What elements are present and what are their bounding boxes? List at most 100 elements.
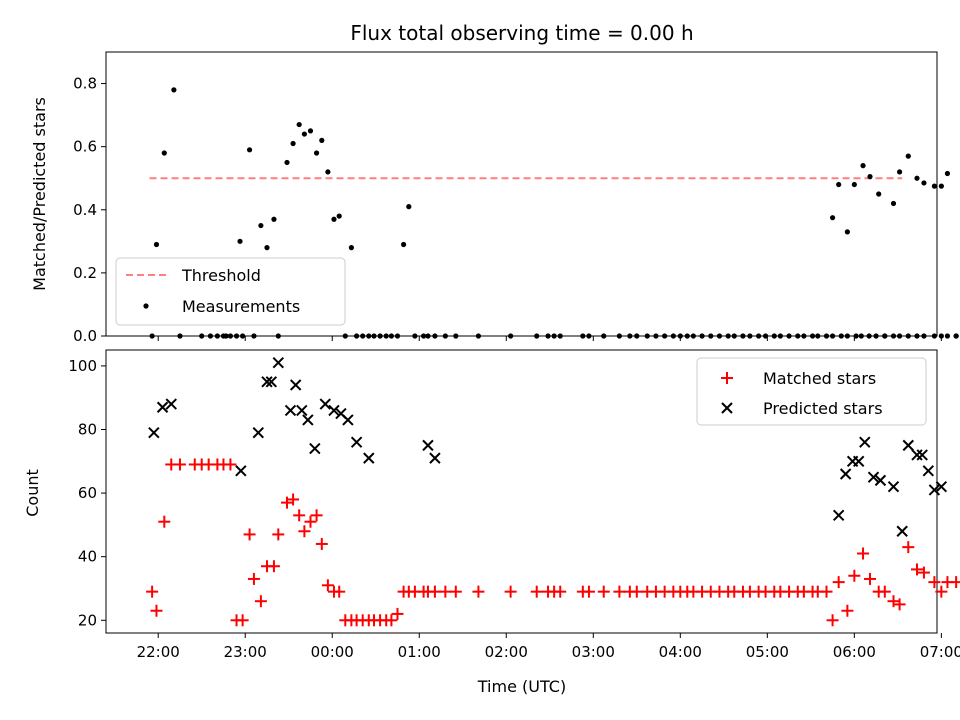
- bottom-legend-box: [696, 357, 927, 426]
- measurement-point: [860, 163, 866, 169]
- matched-star-point: [287, 493, 300, 506]
- matched-star-point: [298, 525, 311, 538]
- top-y-tick-label: 0.8: [73, 75, 97, 93]
- measurement-point: [258, 222, 264, 229]
- measurement-point: [331, 216, 337, 222]
- measurement-point: [866, 333, 872, 339]
- bottom-y-axis-label: Count: [23, 469, 42, 517]
- matched-star-point: [554, 585, 567, 598]
- measurement-point: [432, 333, 438, 339]
- measurement-point: [716, 333, 723, 339]
- measurement-point: [296, 121, 302, 128]
- matched-star-point: [310, 509, 323, 522]
- matched-star-point: [848, 569, 861, 582]
- matched-star-point: [146, 585, 159, 598]
- measurement-point: [545, 333, 551, 339]
- measurement-point: [896, 169, 903, 175]
- matched-star-point: [315, 537, 328, 550]
- predicted-star-point: [252, 426, 264, 439]
- measurement-point: [867, 174, 873, 180]
- measurement-point: [275, 333, 281, 339]
- measurement-point: [644, 333, 650, 339]
- measurement-point: [921, 180, 927, 186]
- predicted-star-point: [859, 436, 871, 448]
- measurement-point: [177, 333, 183, 339]
- bottom-x-tick-label: 03:00: [572, 643, 615, 661]
- measurement-point: [377, 333, 383, 339]
- measurement-point: [829, 215, 836, 221]
- top-y-tick-label: 0.2: [73, 264, 97, 282]
- matched-star-point: [917, 566, 930, 579]
- top-y-axis-label: Matched/Predicted stars: [30, 97, 49, 291]
- measurement-point: [771, 333, 777, 339]
- top-legend-box: [115, 257, 346, 326]
- predicted-star-point: [265, 376, 278, 388]
- legend-predicted-label: Predicted stars: [763, 399, 883, 418]
- measurement-point: [336, 213, 342, 219]
- matched-star-point: [173, 458, 186, 471]
- measurement-point: [348, 245, 354, 251]
- measurement-point: [851, 181, 857, 188]
- measurement-point: [809, 333, 816, 339]
- bottom-x-tick-label: 22:00: [137, 643, 180, 661]
- measurement-point: [240, 333, 246, 339]
- measurement-point: [858, 333, 864, 339]
- measurement-point: [149, 333, 155, 339]
- legend-measurements-swatch: [143, 303, 149, 309]
- predicted-star-point: [284, 404, 297, 417]
- measurement-point: [890, 333, 897, 339]
- measurement-point: [246, 147, 253, 153]
- measurement-point: [634, 333, 640, 339]
- predicted-star-point: [328, 404, 340, 417]
- predicted-star-point: [887, 481, 900, 493]
- matched-star-point: [272, 528, 285, 541]
- matched-star-point: [333, 585, 346, 598]
- matched-star-point: [449, 585, 462, 598]
- measurement-point: [394, 333, 401, 339]
- matched-star-point: [243, 528, 256, 541]
- predicted-star-point: [350, 436, 363, 448]
- bottom-legend: Matched stars Predicted stars: [696, 357, 927, 426]
- predicted-star-point: [309, 442, 321, 455]
- measurement-point: [815, 333, 821, 339]
- matched-star-point: [504, 585, 517, 598]
- measurement-point: [662, 333, 668, 339]
- measurement-point: [896, 333, 903, 339]
- measurement-point: [944, 170, 951, 177]
- legend-matched-label: Matched stars: [763, 369, 876, 388]
- predicted-star-point: [902, 439, 914, 452]
- matched-star-point: [428, 585, 441, 598]
- bottom-y-tick-label: 60: [78, 484, 97, 502]
- measurement-point: [616, 333, 622, 339]
- measurement-point: [442, 333, 448, 339]
- measurement-point: [921, 333, 927, 339]
- legend-threshold-label: Threshold: [181, 266, 261, 285]
- measurement-point: [237, 238, 243, 244]
- matched-star-point: [597, 585, 610, 598]
- measurement-point: [844, 333, 850, 339]
- predicted-star-point: [429, 452, 441, 464]
- measurement-point: [586, 333, 592, 339]
- matched-star-point: [841, 604, 854, 617]
- predicted-star-point: [935, 481, 948, 493]
- predicted-star-point: [896, 525, 908, 537]
- matched-star-point: [439, 585, 452, 598]
- measurement-point: [725, 333, 731, 339]
- x-axis-label: Time (UTC): [477, 677, 566, 696]
- matched-star-point: [893, 598, 906, 611]
- measurement-point: [699, 333, 705, 339]
- measurement-point: [412, 333, 418, 339]
- bottom-y-tick-label: 100: [68, 357, 97, 375]
- matched-star-point: [267, 560, 280, 573]
- measurement-point: [914, 175, 920, 181]
- measurement-point: [786, 333, 792, 339]
- matched-star-point: [928, 576, 941, 589]
- legend-predicted-swatch: [721, 402, 733, 414]
- matched-star-point: [857, 547, 870, 560]
- measurement-point: [475, 333, 482, 339]
- matched-star-point: [613, 585, 626, 598]
- measurement-point: [876, 191, 882, 197]
- measurement-point: [580, 333, 586, 339]
- bottom-y-tick-label: 40: [78, 548, 97, 566]
